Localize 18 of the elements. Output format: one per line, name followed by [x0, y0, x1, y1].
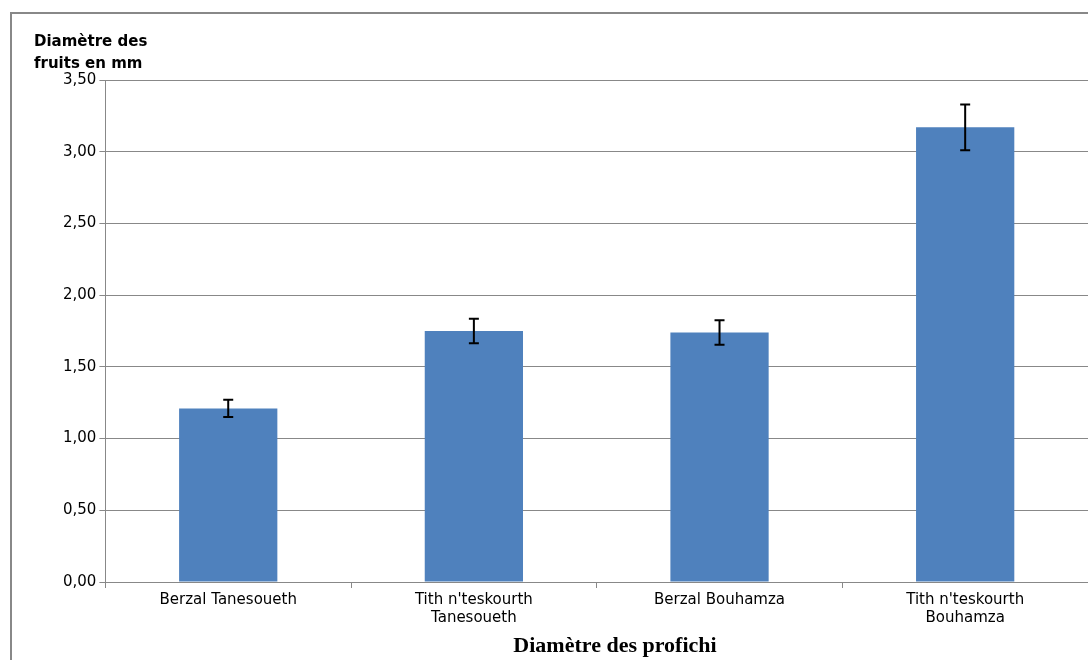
y-tick-label: 1,50	[62, 356, 97, 375]
y-tick-label: 3,50	[62, 69, 97, 88]
y-tick-label: 0,00	[62, 571, 97, 590]
bar	[424, 331, 523, 582]
y-tick-label: 2,00	[62, 285, 97, 304]
x-axis-title: Diamètre des profichi	[512, 632, 718, 658]
bar	[670, 332, 769, 582]
y-axis-title: Diamètre des fruits en mm	[34, 31, 149, 72]
bar	[179, 408, 278, 582]
y-tick-label: 0,50	[62, 500, 97, 519]
bar	[916, 127, 1015, 582]
y-tick-label: 3,00	[62, 141, 97, 160]
x-tick-label: Berzal Bouhamza	[654, 589, 786, 608]
y-tick-label: 1,00	[62, 428, 97, 447]
y-tick-label: 2,50	[62, 213, 97, 232]
x-tick-label: Tith n'teskourth Bouhamza	[905, 589, 1025, 626]
x-tick-label: Berzal Tanesoueth	[159, 589, 297, 608]
x-tick-label: Tith n'teskourth Tanesoueth	[413, 589, 533, 626]
